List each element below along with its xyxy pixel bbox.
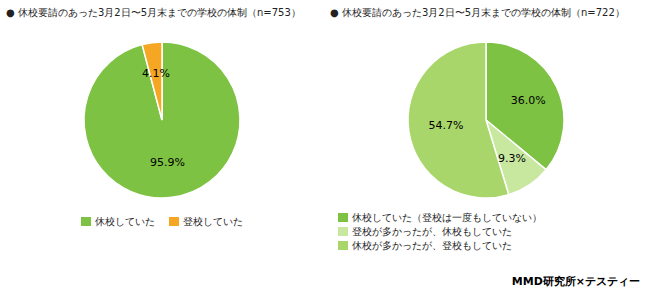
legend: 休校していた 登校していた: [81, 216, 243, 227]
data-label: 95.9%: [150, 156, 185, 169]
legend-swatch: [338, 213, 348, 222]
chart: ● 休校要請のあった3月2日〜5月末までの学校の体制（n=753） 95.9% 4.…: [0, 0, 648, 295]
legend-swatch: [338, 227, 348, 236]
data-label: 4.1%: [142, 67, 170, 80]
legend-item: 登校が多かったが、休校もしていた: [338, 226, 512, 237]
data-label: 36.0%: [511, 94, 546, 107]
data-label: 9.3%: [498, 152, 526, 165]
title: ● 休校要請のあった3月2日〜5月末までの学校の体制（n=722）: [330, 7, 625, 18]
legend-swatch: [338, 241, 348, 250]
pie-slice: [142, 42, 162, 120]
legend-item: 休校が多かったが、登校もしていた: [338, 240, 512, 251]
annotation: MMD研究所×テスティー: [512, 275, 640, 288]
legend-label: 登校が多かったが、休校もしていた: [352, 226, 512, 237]
pie-panel: ● 休校要請のあった3月2日〜5月末までの学校の体制（n=753） 95.9% 4.…: [6, 7, 301, 227]
legend-swatch: [169, 217, 179, 226]
title: ● 休校要請のあった3月2日〜5月末までの学校の体制（n=753）: [6, 7, 301, 18]
pie-slice: [408, 42, 509, 198]
legend-item: 休校していた: [81, 216, 155, 227]
legend-label: 休校していた: [95, 216, 155, 227]
legend-label: 休校していた（登校は一度もしていない）: [352, 212, 542, 223]
pie-slice: [84, 42, 240, 198]
legend-item: 登校していた: [169, 216, 243, 227]
data-label: 54.7%: [428, 119, 463, 132]
legend-label: 登校していた: [183, 216, 243, 227]
legend: 休校していた（登校は一度もしていない） 登校が多かったが、休校もしていた休校が多か…: [338, 212, 542, 251]
pie-panel: ● 休校要請のあった3月2日〜5月末までの学校の体制（n=722） 36.0% 9.…: [330, 7, 640, 288]
slices: [84, 42, 240, 198]
legend-label: 休校が多かったが、登校もしていた: [352, 240, 512, 251]
slices: [408, 42, 564, 198]
legend-item: 休校していた（登校は一度もしていない）: [338, 212, 542, 223]
legend-swatch: [81, 217, 91, 226]
